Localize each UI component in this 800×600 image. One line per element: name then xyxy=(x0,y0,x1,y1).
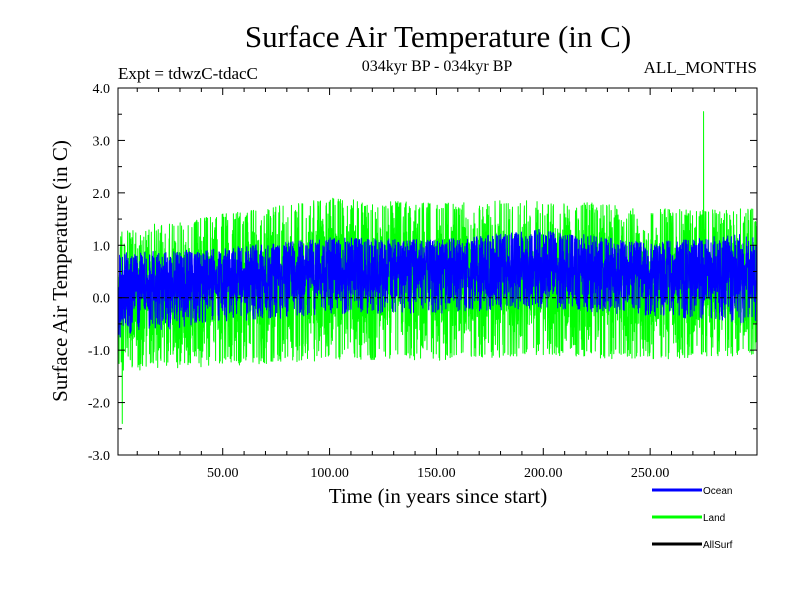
y-tick-label: 3.0 xyxy=(93,134,111,149)
x-tick-label: 100.00 xyxy=(310,466,349,481)
y-tick-label: 1.0 xyxy=(93,239,111,254)
x-tick-label: 200.00 xyxy=(524,466,563,481)
chart-subtitle: 034kyr BP - 034kyr BP xyxy=(362,58,513,75)
experiment-label: Expt = tdwzC-tdacC xyxy=(118,64,258,83)
legend-label-land: Land xyxy=(703,513,725,524)
chart-title: Surface Air Temperature (in C) xyxy=(245,19,631,54)
y-axis-label: Surface Air Temperature (in C) xyxy=(48,140,72,402)
series-line-ocean xyxy=(117,229,758,338)
y-tick-label: 0.0 xyxy=(93,292,111,307)
y-tick-label: 2.0 xyxy=(93,187,111,202)
y-tick-label: 4.0 xyxy=(93,82,111,97)
months-label: ALL_MONTHS xyxy=(644,58,757,77)
x-axis-label: Time (in years since start) xyxy=(329,484,548,508)
x-tick-label: 250.00 xyxy=(631,466,670,481)
x-tick-label: 50.00 xyxy=(207,466,239,481)
y-tick-label: -3.0 xyxy=(88,449,110,464)
series-layer xyxy=(117,111,758,425)
x-tick-label: 150.00 xyxy=(417,466,456,481)
legend-label-allsurf: AllSurf xyxy=(703,540,733,551)
legend: Ocean Land AllSurf xyxy=(652,486,733,551)
axis-layer: -3.0 -2.0 -1.0 0.0 1.0 2.0 3.0 4.0 50.00 100.00 15… xyxy=(88,82,757,481)
legend-label-ocean: Ocean xyxy=(703,486,732,497)
y-tick-label: -1.0 xyxy=(88,344,110,359)
y-tick-label: -2.0 xyxy=(88,397,110,412)
